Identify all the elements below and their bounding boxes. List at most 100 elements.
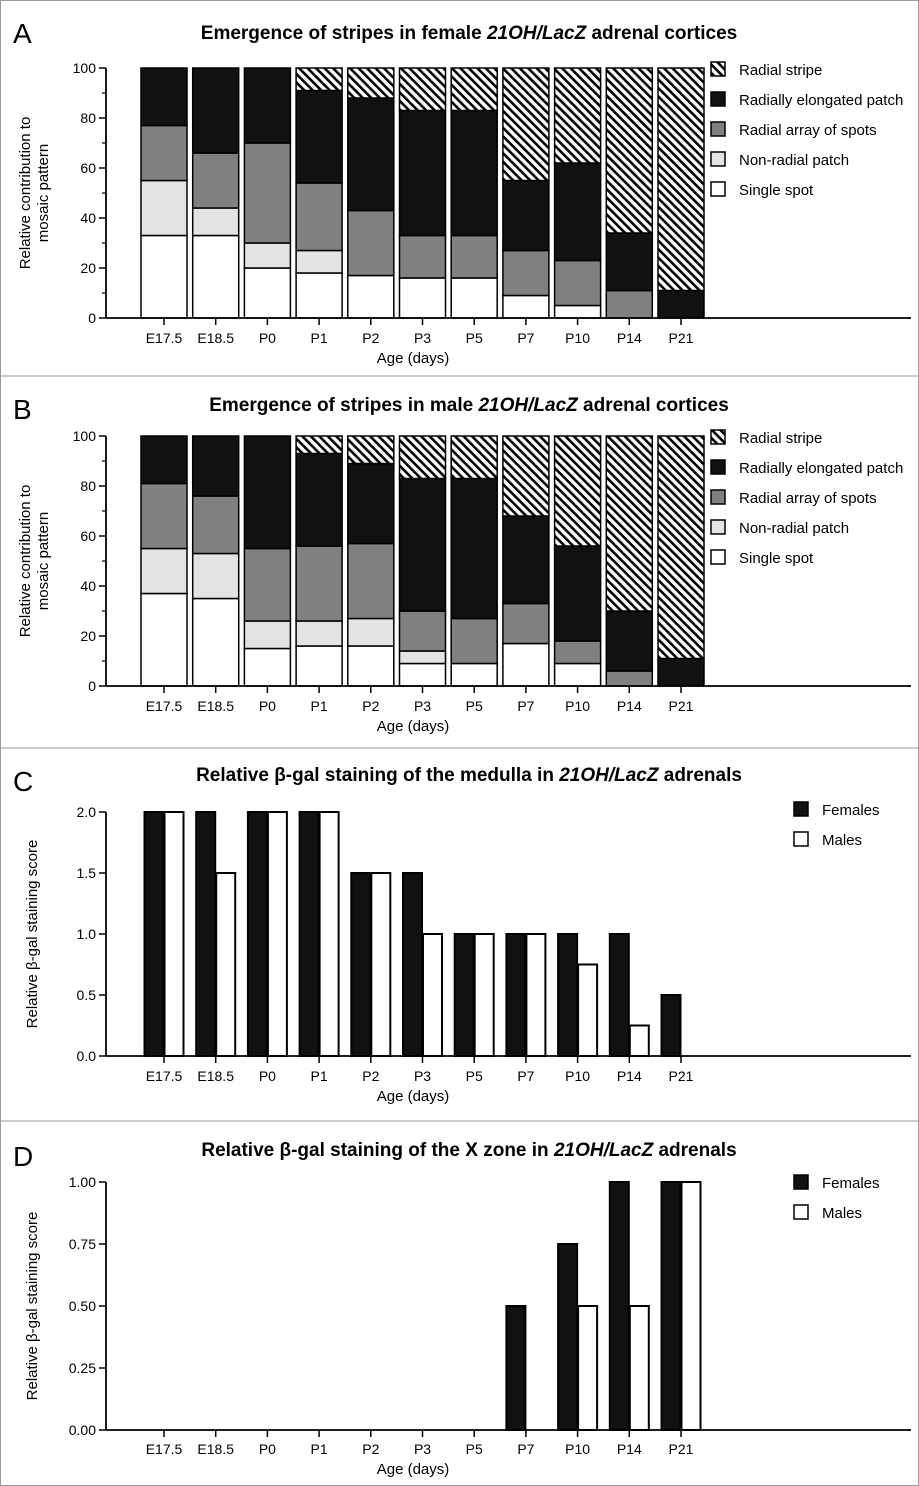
y-tick-label: 0.25	[69, 1360, 96, 1376]
panel-letter: D	[13, 1141, 33, 1172]
bar-males	[628, 1024, 650, 1057]
bar-segment-non-radial-patch	[295, 249, 343, 274]
bar-segment-radial-array-of-spots	[605, 289, 654, 319]
bar-segment-radial-stripe	[605, 435, 654, 612]
x-tick-label: P2	[362, 1068, 379, 1084]
x-tick-label: P5	[466, 1441, 483, 1457]
y-tick-label: 40	[80, 210, 96, 226]
bar-females	[298, 811, 320, 1057]
bar-segment-radially-elongated-patch	[605, 232, 654, 292]
bar-segment-single-spot	[191, 597, 240, 687]
bar-segment-radial-stripe	[553, 67, 602, 164]
legend-swatch	[710, 91, 726, 107]
y-tick-label: 60	[80, 160, 96, 176]
bar-segment-single-spot	[295, 645, 343, 687]
bar-females	[350, 872, 372, 1057]
bar-females	[557, 933, 579, 1057]
legend-swatch	[710, 459, 726, 475]
bar-segment-radial-stripe	[398, 67, 447, 112]
panel-a: A Emergence of stripes in female 21OH/Lac…	[13, 18, 911, 367]
bar-segment-radial-array-of-spots	[243, 142, 292, 244]
x-axis-label: Age (days)	[377, 350, 450, 367]
bar-segment-radial-stripe	[295, 67, 343, 92]
x-tick-label: P14	[617, 330, 642, 346]
legend-label: Radially elongated patch	[739, 92, 903, 109]
bar-females	[608, 1181, 630, 1431]
bar-segment-radially-elongated-patch	[605, 610, 654, 672]
bar-segment-radial-stripe	[553, 435, 602, 547]
x-axis-label: Age (days)	[377, 1088, 450, 1105]
x-tick-label: P21	[669, 1441, 694, 1457]
x-tick-label: P7	[517, 1441, 534, 1457]
bar-segment-radial-stripe	[502, 67, 550, 182]
x-tick-label: P21	[669, 330, 694, 346]
x-axis-label: Age (days)	[377, 1461, 450, 1478]
chart-title: Relative β-gal staining of the X zone in…	[201, 1140, 736, 1161]
x-tick-label: P1	[311, 1441, 328, 1457]
chart-title-part: adrenals	[653, 1140, 736, 1161]
x-tick-label: P3	[414, 1068, 431, 1084]
x-tick-label: E18.5	[197, 698, 234, 714]
bar-segment-radially-elongated-patch	[553, 545, 602, 642]
bar-segment-single-spot	[450, 277, 498, 319]
bar-males	[577, 1305, 599, 1431]
y-axis-label-line: Relative contribution to	[17, 485, 34, 638]
bar-segment-radially-elongated-patch	[347, 97, 395, 212]
legend-swatch	[793, 831, 809, 847]
bar-segment-radial-array-of-spots	[553, 640, 602, 665]
bar-males	[215, 872, 237, 1057]
x-tick-label: P5	[466, 698, 483, 714]
x-tick-label: E18.5	[197, 1068, 234, 1084]
bar-segment-radially-elongated-patch	[502, 515, 550, 605]
y-tick-label: 0.0	[77, 1048, 97, 1064]
y-tick-label: 0.50	[69, 1298, 96, 1314]
legend-label: Radial array of spots	[739, 490, 877, 507]
y-axis-label-line: mosaic pattern	[35, 512, 52, 610]
x-tick-label: E17.5	[146, 698, 183, 714]
bar-segment-non-radial-patch	[140, 547, 188, 595]
legend-label: Single spot	[739, 182, 814, 199]
chart-title-part: Emergence of stripes in female	[201, 23, 487, 44]
x-tick-label: P10	[565, 330, 590, 346]
bar-segment-single-spot	[398, 277, 447, 319]
y-tick-label: 100	[73, 60, 97, 76]
bar-segment-non-radial-patch	[191, 552, 240, 600]
y-tick-label: 1.00	[69, 1174, 96, 1190]
x-tick-label: P21	[669, 698, 694, 714]
bar-males	[577, 963, 599, 1057]
y-tick-label: 0	[88, 678, 96, 694]
bar-segment-single-spot	[191, 234, 240, 319]
legend-label: Males	[822, 832, 862, 849]
chart-title: Emergence of stripes in female 21OH/LacZ…	[201, 23, 737, 44]
panel-c: C Relative β-gal staining of the medulla …	[13, 765, 911, 1105]
legend-label: Single spot	[739, 550, 814, 567]
bar-segment-radially-elongated-patch	[140, 67, 188, 127]
y-axis-label: Relative β-gal staining score	[24, 1212, 41, 1401]
y-axis-label-line: mosaic pattern	[35, 144, 52, 242]
bar-males	[473, 933, 495, 1057]
panel-letter: A	[13, 18, 32, 49]
bar-segment-radial-stripe	[347, 67, 395, 99]
bar-segment-radial-array-of-spots	[398, 610, 447, 652]
chart-title: Relative β-gal staining of the medulla i…	[196, 765, 742, 786]
bar-segment-radially-elongated-patch	[140, 435, 188, 485]
bar-segment-radially-elongated-patch	[450, 109, 498, 237]
bar-females	[246, 811, 268, 1057]
y-axis-label: Relative contribution to mosaic pattern	[17, 485, 52, 638]
legend-swatch	[710, 489, 726, 505]
bar-segment-single-spot	[140, 234, 188, 319]
x-tick-label: P0	[259, 698, 276, 714]
bar-segment-radially-elongated-patch	[191, 67, 240, 154]
x-tick-label: P21	[669, 1068, 694, 1084]
legend-swatch	[710, 519, 726, 535]
panel-d: D Relative β-gal staining of the X zone i…	[13, 1140, 911, 1478]
x-tick-label: P7	[517, 698, 534, 714]
bar-segment-single-spot	[502, 294, 550, 319]
bar-segment-radial-array-of-spots	[140, 482, 188, 550]
y-tick-label: 20	[80, 628, 96, 644]
bar-females	[557, 1243, 579, 1431]
bar-segment-radial-array-of-spots	[450, 617, 498, 665]
x-tick-label: P2	[362, 330, 379, 346]
